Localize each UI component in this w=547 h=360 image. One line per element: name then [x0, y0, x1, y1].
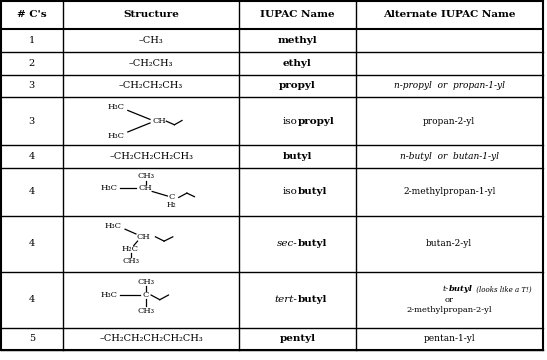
Text: CH₃: CH₃ [137, 172, 154, 180]
Text: H₃C: H₃C [107, 103, 124, 111]
Text: H₃C: H₃C [100, 291, 117, 299]
Text: Alternate IUPAC Name: Alternate IUPAC Name [383, 10, 515, 19]
Text: 4: 4 [29, 239, 35, 248]
Text: propyl: propyl [279, 81, 316, 90]
Text: –CH₂CH₂CH₂CH₃: –CH₂CH₂CH₂CH₃ [109, 152, 193, 161]
Text: butyl: butyl [283, 152, 312, 161]
Text: # C's: # C's [17, 10, 46, 19]
Text: n-butyl  or  butan-1-yl: n-butyl or butan-1-yl [400, 152, 499, 161]
Text: –CH₂CH₂CH₂CH₂CH₃: –CH₂CH₂CH₂CH₂CH₃ [99, 334, 203, 343]
Text: sec-: sec- [277, 239, 298, 248]
Text: –CH₂CH₃: –CH₂CH₃ [129, 59, 173, 68]
Text: C: C [168, 193, 175, 201]
Text: CH: CH [139, 184, 153, 192]
Text: C: C [143, 291, 149, 299]
Text: pentan-1-yl: pentan-1-yl [423, 334, 475, 343]
Text: iso: iso [283, 187, 298, 196]
Text: CH: CH [152, 117, 166, 125]
Text: butyl: butyl [298, 239, 327, 248]
Text: butan-2-yl: butan-2-yl [426, 239, 472, 248]
Text: propyl: propyl [298, 117, 334, 126]
Text: CH: CH [136, 233, 150, 241]
Text: 2-methylpropan-1-yl: 2-methylpropan-1-yl [403, 187, 496, 196]
Text: n-propyl  or  propan-1-yl: n-propyl or propan-1-yl [394, 81, 505, 90]
Text: 2: 2 [29, 59, 35, 68]
Text: CH₃: CH₃ [137, 307, 154, 315]
Text: 5: 5 [29, 334, 35, 343]
Text: 3: 3 [29, 81, 35, 90]
Text: H₂: H₂ [167, 201, 177, 208]
Text: butyl: butyl [449, 285, 473, 293]
Text: 4: 4 [29, 187, 35, 196]
Text: 4: 4 [29, 152, 35, 161]
Text: IUPAC Name: IUPAC Name [260, 10, 335, 19]
Text: pentyl: pentyl [280, 334, 316, 343]
Text: H₃C: H₃C [104, 222, 121, 230]
Text: 3: 3 [29, 117, 35, 126]
Text: –CH₂CH₂CH₃: –CH₂CH₂CH₃ [119, 81, 183, 90]
Text: t-: t- [443, 285, 449, 293]
Text: or: or [445, 296, 453, 303]
Text: ethyl: ethyl [283, 59, 312, 68]
Text: Structure: Structure [123, 10, 179, 19]
Text: propan-2-yl: propan-2-yl [423, 117, 475, 126]
Text: CH₃: CH₃ [122, 257, 139, 265]
Text: –CH₃: –CH₃ [139, 36, 164, 45]
Text: 2-methylpropan-2-yl: 2-methylpropan-2-yl [406, 306, 492, 314]
Text: H₂C: H₂C [122, 245, 139, 253]
Text: H₃C: H₃C [100, 184, 117, 192]
Text: 1: 1 [29, 36, 35, 45]
Text: 4: 4 [29, 295, 35, 304]
Text: butyl: butyl [298, 187, 327, 196]
Text: butyl: butyl [298, 295, 327, 304]
Text: methyl: methyl [278, 36, 317, 45]
Text: tert-: tert- [275, 295, 298, 304]
Text: iso: iso [283, 117, 298, 126]
Text: H₃C: H₃C [107, 131, 124, 140]
Text: (looks like a T!): (looks like a T!) [474, 285, 531, 293]
Text: CH₃: CH₃ [137, 278, 154, 285]
